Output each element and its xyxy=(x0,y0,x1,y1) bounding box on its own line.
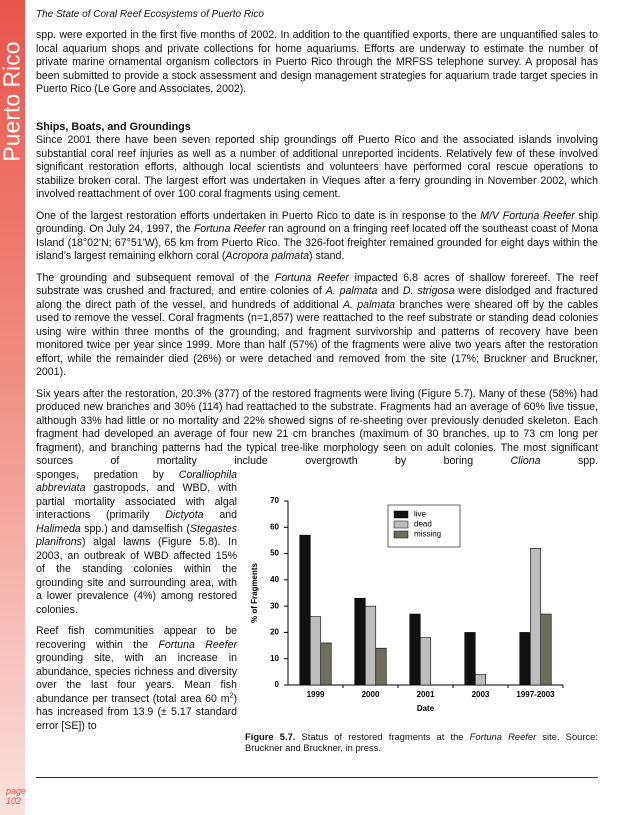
side-strip xyxy=(0,0,25,815)
text-run: Figure 5.7. xyxy=(245,731,296,742)
text-run: spp. were exported in the first five mon… xyxy=(36,29,598,95)
page-word: page xyxy=(6,786,27,796)
text-run: grounding site, with an increase in abun… xyxy=(36,652,237,705)
text-run: sponges, predation by xyxy=(36,468,179,481)
side-title: Puerto Rico xyxy=(0,41,25,162)
bar xyxy=(320,642,332,685)
text-run: ) stand. xyxy=(309,250,345,262)
text-run: Six years after the restoration, 20.3% (… xyxy=(36,387,598,468)
legend-label: missing xyxy=(414,529,441,538)
paragraph: Since 2001 there have been seven reporte… xyxy=(36,134,598,202)
x-tick-label: 2003 xyxy=(472,690,490,699)
text-run: Fortuna Reefer xyxy=(469,731,537,742)
narrow-column: sponges, predation by Coralliophila abbr… xyxy=(36,469,237,754)
bar xyxy=(519,631,531,685)
text-run: M/V Fortuna Reefer xyxy=(480,209,575,222)
text-run: Halimeda xyxy=(36,522,81,535)
text-run: ) has increased from 13.9 (± 5.17 standa… xyxy=(36,692,237,732)
text-run: Fortuna Reefer xyxy=(193,223,266,235)
text-run: One of the largest restoration efforts u… xyxy=(36,209,481,222)
text-run: Coralliophila abbreviata xyxy=(36,468,237,495)
chart: 0 10 20 30 40 50 60 70 % of Fragments Date 1999 200… xyxy=(250,496,564,713)
legend-label: live xyxy=(414,509,427,518)
bar xyxy=(364,605,377,685)
text-run: and xyxy=(203,509,237,521)
paragraph: spp. were exported in the first five mon… xyxy=(36,29,598,97)
text-run: ) algal lawns (Figure 5.8). In 2003, an … xyxy=(36,536,237,616)
text-run: 2 xyxy=(229,691,234,699)
text-run: Stegastes planifrons xyxy=(36,522,237,549)
x-tick-label: 2000 xyxy=(362,690,380,699)
y-axis-label: % of Fragments xyxy=(250,562,259,623)
y-tick-label: 70 xyxy=(270,496,279,505)
page-number: page 102 xyxy=(6,786,26,806)
figure: 0 10 20 30 40 50 60 70 % of Fragments Date 1999 200… xyxy=(243,491,598,753)
y-tick-label: 60 xyxy=(270,522,279,531)
text-run: branches were sheared off by the cables … xyxy=(36,298,598,379)
bar xyxy=(375,647,387,685)
body-text: spp. were exported in the first five mon… xyxy=(36,29,598,753)
paragraph: sponges, predation by Coralliophila abbr… xyxy=(36,469,237,618)
bar xyxy=(309,615,322,685)
text-run: impacted 6.8 acres of shallow forereef. … xyxy=(36,271,598,298)
x-tick-label: 1999 xyxy=(307,690,325,699)
bar xyxy=(299,534,311,685)
x-tick-label: 2001 xyxy=(417,690,435,699)
text-run: Fortuna Reefer xyxy=(158,638,238,651)
text-run: Status of restored fragments at the xyxy=(295,731,470,742)
running-header: The State of Coral Reef Ecosystems of Pu… xyxy=(36,9,264,20)
bar xyxy=(474,673,487,685)
y-tick-label: 0 xyxy=(275,680,280,689)
bar xyxy=(354,597,366,685)
text-run: Since 2001 there have been seven reporte… xyxy=(36,134,598,200)
paragraph: The grounding and subsequent removal of … xyxy=(36,272,598,380)
bar xyxy=(419,636,432,685)
text-run: spp. xyxy=(540,455,599,467)
text-run: were dislodged and fractured along the d… xyxy=(36,285,598,311)
text-run: ran aground on a fringing reef located o… xyxy=(36,223,598,262)
text-run: The grounding and subsequent removal of … xyxy=(36,271,275,284)
y-tick-label: 50 xyxy=(270,548,279,557)
x-axis-label: Date xyxy=(417,704,435,713)
y-tick-label: 20 xyxy=(270,627,279,636)
x-tick-label: 1997-2003 xyxy=(516,690,555,699)
text-run: and xyxy=(377,285,403,297)
bar xyxy=(540,613,552,685)
text-run: Reef fish communities appear to be recov… xyxy=(36,625,237,651)
section-heading: Ships, Boats, and Groundings xyxy=(36,120,191,133)
two-column-row: sponges, predation by Coralliophila abbr… xyxy=(36,469,598,754)
text-run: Fortuna Reefer xyxy=(274,271,349,284)
bar xyxy=(529,547,542,685)
y-tick-label: 10 xyxy=(270,653,279,662)
legend-label: dead xyxy=(414,519,432,528)
text-run: spp.) and damselfish ( xyxy=(80,522,190,535)
y-tick-label: 40 xyxy=(270,574,279,583)
paragraph: Reef fish communities appear to be recov… xyxy=(36,625,237,733)
bar xyxy=(464,631,476,685)
text-run: gastropods, and WBD, with partial mortal… xyxy=(36,482,237,521)
text-run: Dictyota xyxy=(165,509,204,521)
legend-swatch xyxy=(393,530,409,538)
text-run: Cliona xyxy=(510,455,541,467)
bar xyxy=(409,613,421,685)
legend-swatch xyxy=(393,520,409,528)
paragraph: Six years after the restoration, 20.3% (… xyxy=(36,388,598,469)
y-tick-label: 30 xyxy=(270,601,279,610)
page-number-value: 102 xyxy=(6,796,22,806)
text-run: ship grounding. On July 24, 1997, the xyxy=(36,209,598,236)
text-run: D. strigosa xyxy=(402,285,455,297)
text-run: Acropora palmata xyxy=(225,250,310,262)
legend-swatch xyxy=(393,510,409,518)
text-run: A. palmata xyxy=(342,298,395,311)
bottom-rule xyxy=(36,777,598,778)
text-run: site. Source: Bruckner and Bruckner, in … xyxy=(245,731,598,753)
figure-caption: Figure 5.7. Status of restored fragments… xyxy=(245,731,598,753)
text-run: A. palmata xyxy=(325,285,378,297)
paragraph: One of the largest restoration efforts u… xyxy=(36,210,598,264)
